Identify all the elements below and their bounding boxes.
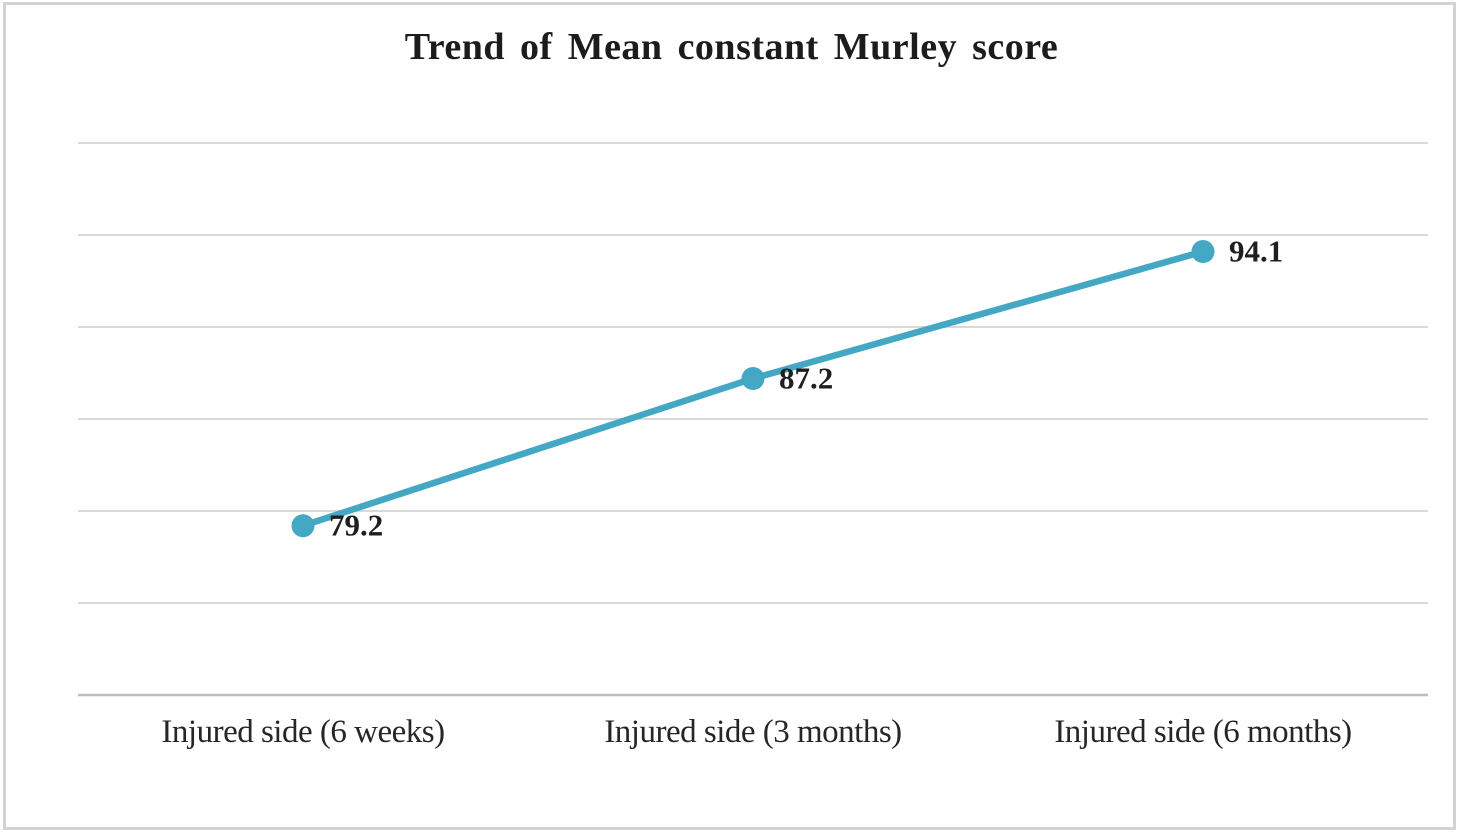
x-axis-category-label: Injured side (6 months)	[1054, 714, 1352, 750]
data-point-marker	[1191, 240, 1215, 264]
figure-border-frame	[3, 2, 1456, 830]
data-label: 87.2	[779, 359, 834, 395]
x-axis-category-label: Injured side (6 weeks)	[161, 714, 445, 750]
x-axis-category-label: Injured side (3 months)	[604, 714, 902, 750]
data-label: 94.1	[1229, 232, 1284, 268]
chart-title: Trend of Mean constant Murley score	[404, 26, 1059, 68]
data-point-marker	[741, 367, 765, 391]
data-point-marker	[291, 514, 315, 538]
data-label: 79.2	[329, 506, 384, 542]
x-axis-category-labels: Injured side (6 weeks) Injured side (3 mo…	[78, 710, 1428, 754]
